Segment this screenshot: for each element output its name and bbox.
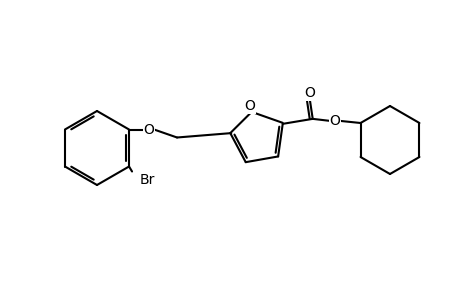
Text: Br: Br <box>140 173 155 188</box>
Text: O: O <box>143 122 154 136</box>
Text: O: O <box>329 114 339 128</box>
Text: O: O <box>303 86 314 100</box>
Text: O: O <box>244 99 255 113</box>
